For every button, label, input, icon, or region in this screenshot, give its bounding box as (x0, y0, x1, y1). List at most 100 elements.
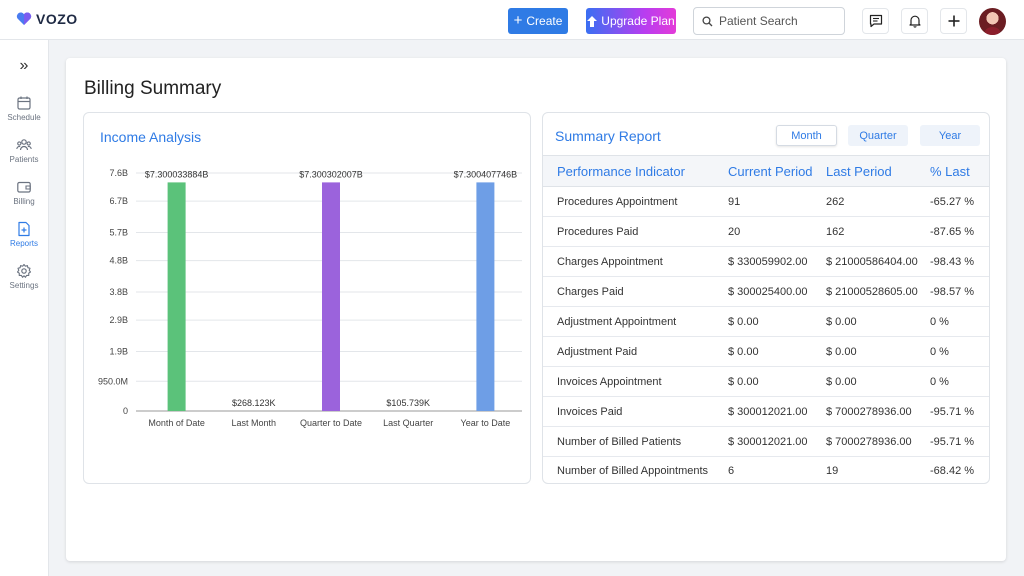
tab-month[interactable]: Month (776, 125, 837, 146)
table-row: Charges Paid $ 300025400.00 $ 21000528605.… (543, 276, 989, 307)
table-cell: Invoices Appointment (543, 366, 724, 397)
bell-icon (908, 15, 921, 28)
y-tick-label: 0 (123, 406, 128, 416)
table-row: Charges Appointment $ 330059902.00 $ 21000… (543, 246, 989, 277)
table-cell: Invoices Paid (543, 396, 724, 427)
chart-bar (322, 182, 340, 411)
table-cell: $ 0.00 (823, 366, 928, 397)
y-tick-label: 2.9B (109, 315, 128, 325)
column-header: Performance Indicator (543, 155, 724, 187)
logo-text: VOZO (36, 11, 78, 27)
table-row: Procedures Paid 20 162 -87.65 % (543, 216, 989, 247)
table-header-row: Performance Indicator Current Period Las… (543, 155, 989, 187)
add-button[interactable] (940, 8, 967, 34)
upgrade-label: Upgrade Plan (601, 14, 675, 28)
table-cell: 20 (724, 216, 823, 247)
plus-icon (948, 15, 959, 27)
page-title: Billing Summary (84, 78, 222, 99)
table-cell: 162 (823, 216, 928, 247)
table-row: Number of Billed Appointments 6 19 -68.42 % (543, 457, 989, 484)
column-header: Current Period (724, 155, 823, 187)
table-cell: $ 0.00 (724, 366, 823, 397)
sidebar-item-label: Reports (9, 239, 38, 248)
table-cell: 0 % (928, 306, 989, 337)
data-label: $105.739K (386, 398, 430, 408)
wallet-icon (17, 181, 31, 193)
tab-quarter[interactable]: Quarter (848, 125, 908, 146)
table-row: Invoices Paid $ 300012021.00 $ 7000278936.… (543, 396, 989, 427)
x-tick-label: Last Quarter (383, 418, 433, 428)
arrow-up-icon (587, 15, 598, 27)
calendar-icon (17, 96, 31, 110)
create-button[interactable]: + Create (508, 8, 568, 34)
chat-icon (869, 14, 882, 28)
messages-button[interactable] (862, 8, 889, 34)
data-label: $7.300302007B (299, 169, 363, 179)
table-cell: $ 0.00 (823, 336, 928, 367)
table-cell: $ 300012021.00 (724, 396, 823, 427)
y-tick-label: 5.7B (109, 228, 128, 238)
user-avatar[interactable] (979, 8, 1006, 35)
table-cell: -65.27 % (928, 186, 989, 217)
chart-bar (167, 182, 186, 411)
table-cell: Charges Paid (543, 276, 724, 307)
table-row: Adjustment Paid $ 0.00 $ 0.00 0 % (543, 336, 989, 367)
vozo-logo[interactable]: VOZO (16, 11, 78, 27)
table-cell: -98.43 % (928, 246, 989, 277)
y-tick-label: 4.8B (109, 256, 128, 266)
table-row: Number of Billed Patients $ 300012021.00 $… (543, 426, 989, 457)
table-row: Invoices Appointment $ 0.00 $ 0.00 0 % (543, 366, 989, 397)
notifications-button[interactable] (901, 8, 928, 34)
table-cell: $ 330059902.00 (724, 246, 823, 277)
tab-year[interactable]: Year (920, 125, 980, 146)
sidebar-item-schedule[interactable]: Schedule (0, 95, 48, 129)
summary-report-card: Summary Report Month Quarter Year Perfor… (542, 112, 990, 484)
plus-icon: + (513, 12, 523, 29)
table-cell: $ 300012021.00 (724, 426, 823, 457)
table-cell: $ 300025400.00 (724, 276, 823, 307)
x-tick-label: Month of Date (148, 418, 205, 428)
table-cell: $ 0.00 (724, 306, 823, 337)
sidebar-item-billing[interactable]: Billing (0, 179, 48, 213)
table-row: Procedures Appointment 91 262 -65.27 % (543, 186, 989, 217)
table-cell: -87.65 % (928, 216, 989, 247)
table-cell: Procedures Paid (543, 216, 724, 247)
y-tick-label: 6.7B (109, 196, 128, 206)
x-tick-label: Last Month (232, 418, 277, 428)
gear-icon (16, 263, 32, 278)
data-label: $7.300407746B (454, 169, 518, 179)
search-icon (702, 15, 713, 26)
table-cell: 91 (724, 186, 823, 217)
table-cell: Number of Billed Patients (543, 426, 724, 457)
search-input[interactable] (719, 14, 839, 28)
income-analysis-card: Income Analysis 0 950.0M 1.9B 2.9B 3.8B 4.8B 5… (83, 112, 531, 484)
y-tick-label: 950.0M (98, 376, 128, 386)
y-tick-label: 1.9B (109, 347, 128, 357)
table-cell: 0 % (928, 336, 989, 367)
sidebar-item-reports[interactable]: Reports (0, 221, 48, 255)
expand-sidebar-icon[interactable]: » (19, 57, 29, 74)
chart-bar (476, 182, 495, 411)
sidebar: » Schedule Patients Billing Reports Sett… (0, 40, 49, 576)
top-bar: VOZO + Create Upgrade Plan (0, 0, 1024, 40)
summary-table: Performance Indicator Current Period Las… (543, 155, 989, 484)
summary-report-title: Summary Report (555, 128, 661, 144)
table-cell: Procedures Appointment (543, 186, 724, 217)
create-label: Create (526, 14, 563, 28)
column-header: % Last (928, 155, 989, 187)
sidebar-item-settings[interactable]: Settings (0, 263, 48, 297)
report-icon (18, 221, 30, 237)
table-cell: $ 7000278936.00 (823, 396, 928, 427)
y-tick-label: 7.6B (109, 168, 128, 178)
heart-logo-icon (16, 12, 32, 25)
table-cell: $ 7000278936.00 (823, 426, 928, 457)
sidebar-item-label: Settings (9, 281, 39, 290)
users-icon (16, 139, 32, 151)
table-cell: 19 (826, 464, 839, 477)
y-tick-label: 3.8B (109, 287, 128, 297)
table-cell: $ 0.00 (823, 306, 928, 337)
data-label: $7.300033884B (145, 169, 209, 179)
upgrade-plan-button[interactable]: Upgrade Plan (586, 8, 676, 34)
patient-search[interactable] (693, 7, 845, 35)
sidebar-item-patients[interactable]: Patients (0, 137, 48, 171)
